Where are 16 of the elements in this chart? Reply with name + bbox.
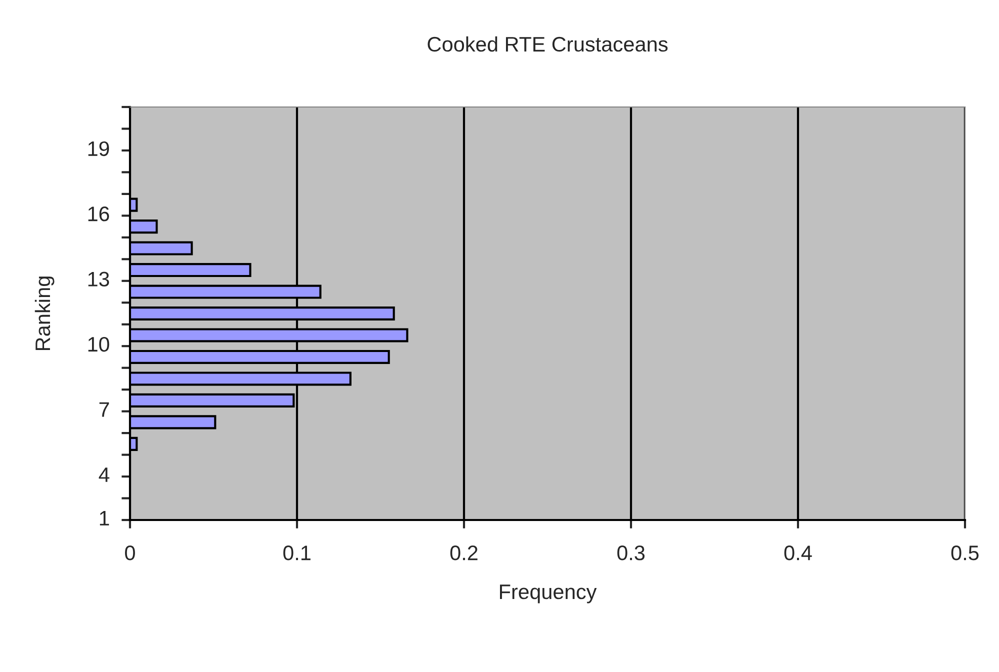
y-tick-label: 1 — [100, 511, 109, 526]
y-tick-label: 7 — [99, 402, 109, 417]
chart-title: Cooked RTE Crustaceans — [428, 36, 668, 52]
x-tick-label: 0.5 — [951, 546, 979, 560]
x-tick-label: 0.1 — [283, 546, 310, 560]
y-tick-label: 4 — [98, 468, 110, 482]
y-tick-label: 16 — [88, 206, 110, 222]
x-tick-label: 0.3 — [617, 546, 645, 560]
y-tick-label: 13 — [88, 272, 110, 286]
x-tick-label: 0.4 — [784, 546, 812, 560]
x-tick-label: 0.2 — [450, 546, 478, 560]
y-tick-label: 19 — [88, 141, 109, 156]
y-axis-title: Ranking — [34, 276, 54, 350]
x-axis-title: Frequency — [500, 584, 597, 604]
y-tick-label: 10 — [88, 336, 110, 352]
x-tick-label: 0 — [125, 546, 135, 560]
